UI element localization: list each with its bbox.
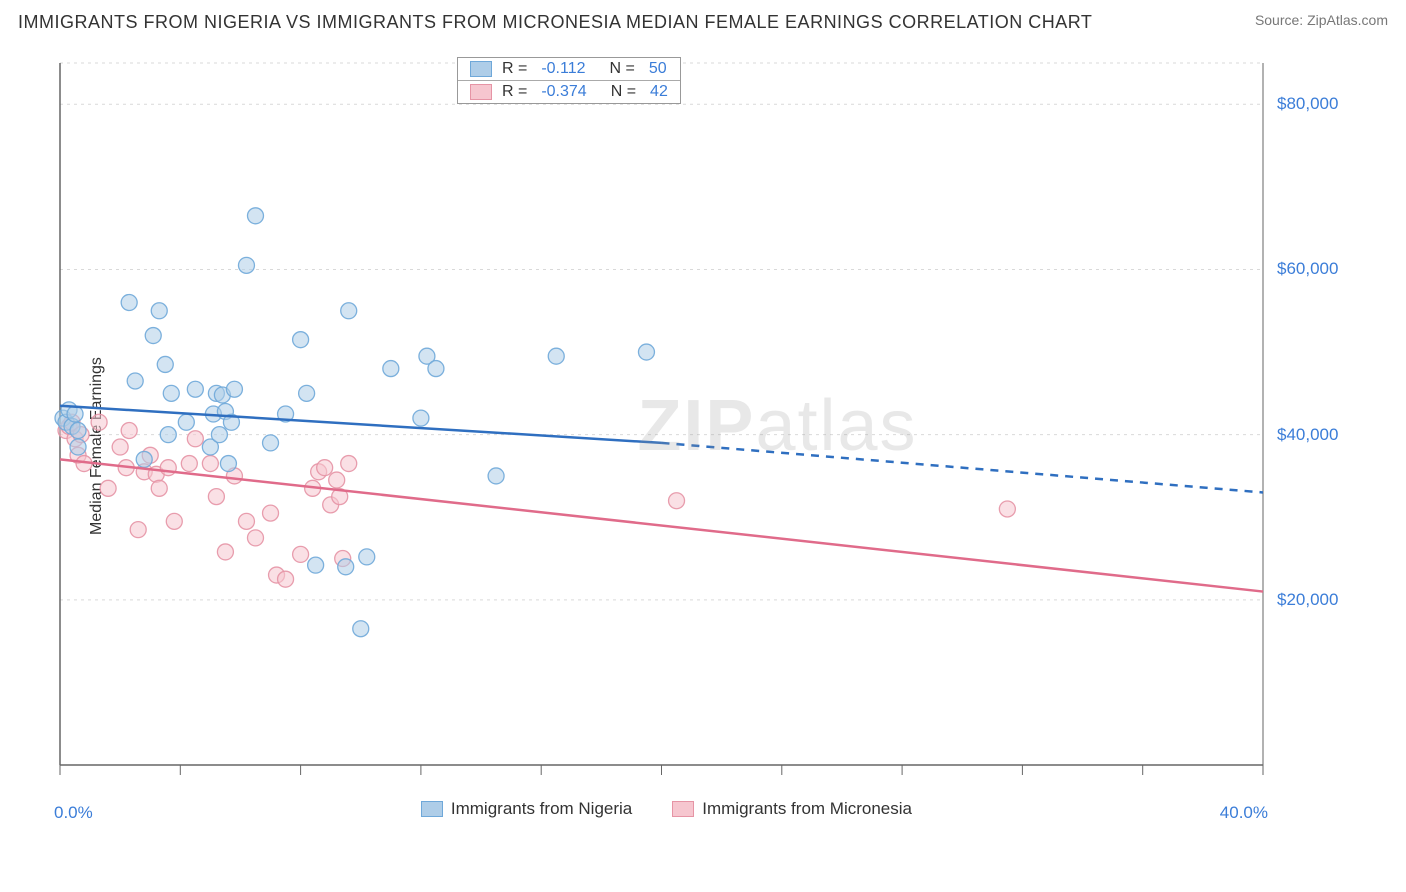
- legend-item: Immigrants from Micronesia: [672, 799, 912, 819]
- series-legend: Immigrants from Nigeria Immigrants from M…: [421, 799, 912, 819]
- y-tick-label: $60,000: [1277, 259, 1338, 279]
- x-tick-label: 0.0%: [54, 803, 93, 823]
- r-value: -0.112: [541, 60, 585, 78]
- y-tick-label: $40,000: [1277, 425, 1338, 445]
- correlation-row: R = -0.112 N = 50: [458, 58, 680, 81]
- chart-area: ZIPatlas R =-0.112N =50R =-0.374N =42 Im…: [48, 55, 1368, 835]
- legend-item: Immigrants from Nigeria: [421, 799, 632, 819]
- correlation-row: R = -0.374 N = 42: [458, 81, 680, 103]
- legend-swatch: [421, 801, 443, 817]
- r-label: R =: [502, 83, 527, 101]
- title-bar: IMMIGRANTS FROM NIGERIA VS IMMIGRANTS FR…: [0, 0, 1406, 41]
- scatter-plot-svg: [48, 55, 1368, 835]
- chart-title: IMMIGRANTS FROM NIGERIA VS IMMIGRANTS FR…: [18, 12, 1092, 33]
- r-value: -0.374: [541, 83, 586, 101]
- n-label: N =: [610, 60, 635, 78]
- source-attribution: Source: ZipAtlas.com: [1255, 12, 1388, 28]
- legend-swatch: [470, 61, 492, 77]
- r-label: R =: [502, 60, 527, 78]
- legend-label: Immigrants from Micronesia: [702, 799, 912, 819]
- n-value: 42: [650, 83, 668, 101]
- legend-label: Immigrants from Nigeria: [451, 799, 632, 819]
- y-tick-label: $20,000: [1277, 590, 1338, 610]
- correlation-legend: R = -0.112 N = 50 R = -0.374 N = 42: [457, 57, 681, 104]
- n-value: 50: [649, 60, 667, 78]
- legend-swatch: [470, 84, 492, 100]
- n-label: N =: [611, 83, 636, 101]
- y-tick-label: $80,000: [1277, 94, 1338, 114]
- x-tick-label: 40.0%: [1220, 803, 1268, 823]
- legend-swatch: [672, 801, 694, 817]
